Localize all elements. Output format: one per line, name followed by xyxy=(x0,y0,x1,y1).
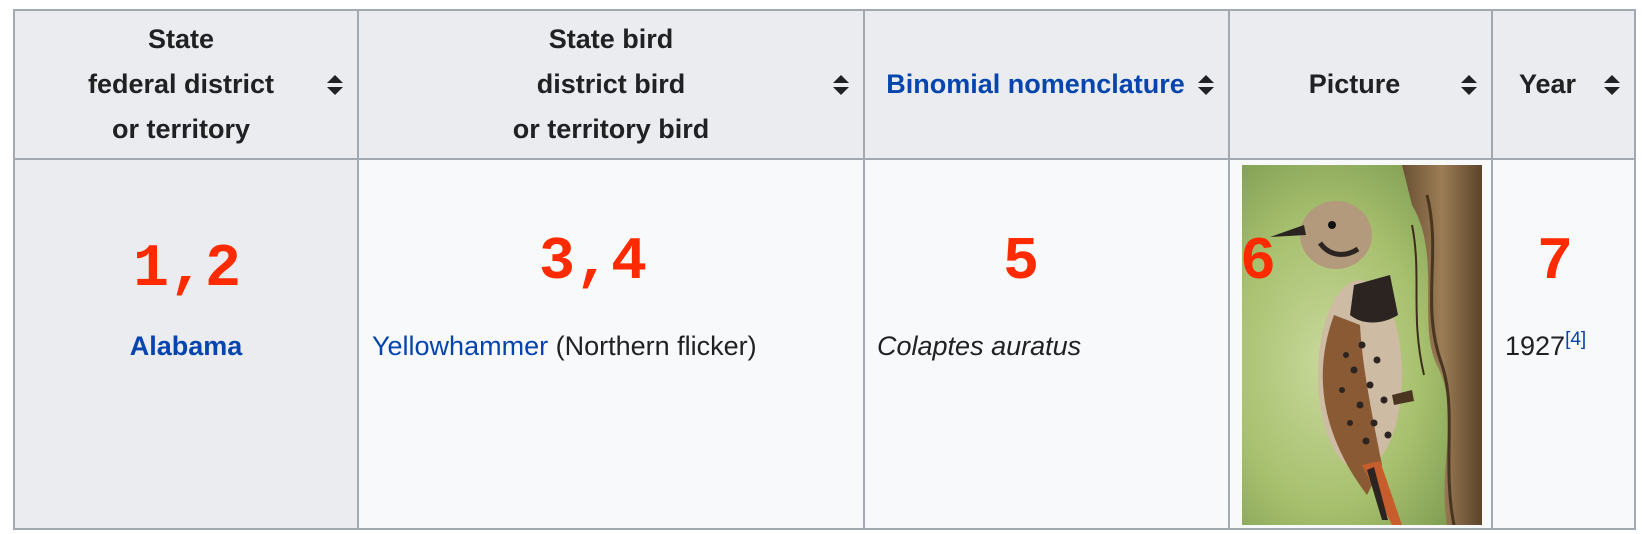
binomial-cell-content: Colaptes auratus xyxy=(877,331,1228,362)
column-header-state[interactable]: State federal district or territory xyxy=(13,9,359,160)
binomial-name: Colaptes auratus xyxy=(877,331,1082,361)
header-line-or-territory: or territory xyxy=(111,114,251,144)
annotation-marker-picture: 6 xyxy=(1240,229,1277,297)
header-line-state-bird: State bird xyxy=(548,24,674,54)
reference-link[interactable]: [4] xyxy=(1565,329,1587,350)
table-header-row: State federal district or territory Stat… xyxy=(13,9,1636,160)
sort-icon[interactable] xyxy=(832,74,850,96)
year-value: 1927 xyxy=(1505,331,1566,361)
sort-icon[interactable] xyxy=(1197,74,1215,96)
year-cell: 7 1927[4] xyxy=(1491,158,1636,530)
column-header-bird-label: State bird district bird or territory bi… xyxy=(513,17,710,152)
year-cell-content: 1927[4] xyxy=(1505,329,1634,362)
binomial-cell: 5 Colaptes auratus xyxy=(863,158,1230,530)
column-header-binomial-link[interactable]: Binomial nomenclature xyxy=(886,69,1185,99)
bird-link[interactable]: Yellowhammer xyxy=(372,331,549,361)
bird-cell-content: Yellowhammer (Northern flicker) xyxy=(372,331,863,362)
state-cell: 1,2 Alabama xyxy=(13,158,359,530)
header-line-district-bird: district bird xyxy=(536,69,686,99)
annotation-marker-binomial: 5 xyxy=(1003,229,1040,297)
state-cell-content: Alabama xyxy=(15,331,357,362)
column-header-bird[interactable]: State bird district bird or territory bi… xyxy=(357,9,865,160)
column-header-state-label: State federal district or territory xyxy=(88,17,274,152)
annotation-marker-state: 1,2 xyxy=(133,236,242,304)
header-line-federal-district: federal district xyxy=(87,69,275,99)
column-header-picture[interactable]: Picture xyxy=(1228,9,1493,160)
sort-icon[interactable] xyxy=(1603,74,1621,96)
sort-icon[interactable] xyxy=(326,74,344,96)
state-birds-table: State federal district or territory Stat… xyxy=(13,9,1636,530)
annotation-marker-bird: 3,4 xyxy=(539,229,648,297)
header-line-or-territory-bird: or territory bird xyxy=(512,114,710,144)
column-header-picture-label: Picture xyxy=(1308,69,1401,99)
bird-common-name: (Northern flicker) xyxy=(548,331,757,361)
bird-cell: 3,4 Yellowhammer (Northern flicker) xyxy=(357,158,865,530)
state-link[interactable]: Alabama xyxy=(129,331,243,361)
column-header-binomial[interactable]: Binomial nomenclature xyxy=(863,9,1230,160)
northern-flicker-photo[interactable] xyxy=(1242,165,1482,525)
annotation-marker-year: 7 xyxy=(1537,229,1574,297)
column-header-year-label: Year xyxy=(1518,69,1577,99)
header-line-state: State xyxy=(147,24,215,54)
table-row: 1,2 Alabama 3,4 Yellowhammer (Northern f… xyxy=(13,158,1636,530)
sort-icon[interactable] xyxy=(1460,74,1478,96)
column-header-year[interactable]: Year xyxy=(1491,9,1636,160)
picture-cell: 6 xyxy=(1228,158,1493,530)
